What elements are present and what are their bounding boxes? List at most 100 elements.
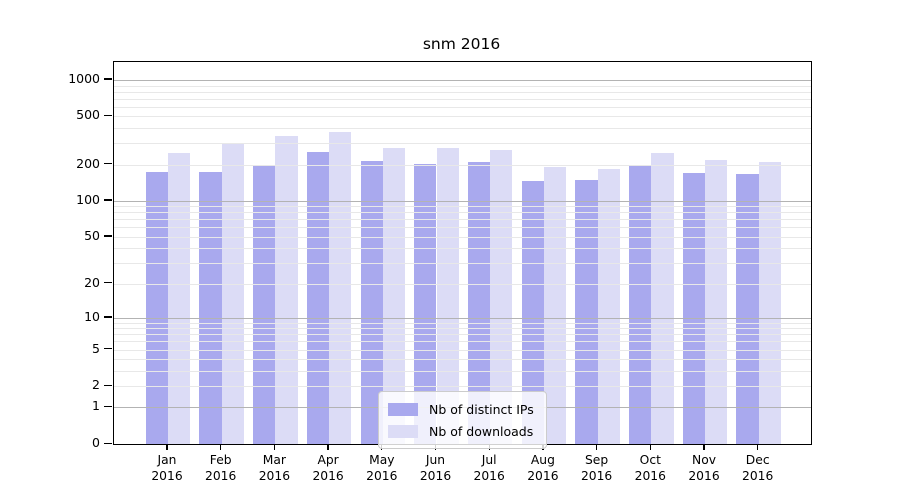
gridline-3 [114,370,811,372]
x-tick-label-feb: Feb 2016 [189,453,253,484]
x-tick-label-month: May [369,453,395,467]
x-tick-label-year: 2016 [151,468,183,483]
x-tick-label-month: Mar [262,453,286,467]
bar-nb-of-distinct-ips-jan [145,171,168,444]
x-tick-label-month: Sep [585,453,609,467]
x-tick-label-apr: Apr 2016 [296,453,360,484]
gridline-40 [114,248,811,250]
x-tick-label-mar: Mar 2016 [242,453,306,484]
bar-nb-of-distinct-ips-oct [629,166,652,444]
gridline-70 [114,219,811,221]
gridline-8 [114,328,811,330]
x-tick-label-oct: Oct 2016 [618,453,682,484]
x-tick-label-nov: Nov 2016 [672,453,736,484]
y-tick-label-10: 10 [84,308,100,324]
gridline-90 [114,206,811,208]
x-tick-mark-feb [220,445,222,450]
gridline-200 [114,164,811,166]
bar-nb-of-distinct-ips-aug [521,181,544,444]
gridline-1000 [114,79,811,81]
x-tick-label-month: Nov [692,453,716,467]
chart-title: snm 2016 [422,35,501,53]
x-tick-mark-apr [327,445,329,450]
bar-nb-of-downloads-may [382,147,406,444]
x-tick-label-year: 2016 [580,468,613,483]
y-tick-label-5: 5 [92,340,100,356]
x-tick-mark-sep [595,445,598,450]
x-tick-label-jan: Jan 2016 [135,453,199,484]
legend-swatch-nb-of-downloads [388,424,418,438]
x-tick-label-month: Apr [317,453,339,467]
y-tick-mark-1 [104,405,112,408]
bar-nb-of-downloads-jun [436,147,459,444]
gridline-10 [114,317,811,319]
gridline-7 [114,334,811,336]
x-tick-label-jul: Jul 2016 [457,453,521,484]
y-tick-label-1: 1 [92,398,100,414]
x-tick-label-month: Jan [157,453,177,467]
gridline-9 [114,322,811,324]
gridline-100 [114,200,811,202]
x-tick-label-sep: Sep 2016 [565,453,629,484]
x-tick-label-month: Aug [530,453,555,467]
gridline-500 [114,116,811,118]
y-tick-mark-200 [104,163,112,165]
legend-swatch-nb-of-distinct-ips [388,402,418,416]
bar-nb-of-distinct-ips-jul [467,161,491,444]
y-tick-mark-0 [104,442,112,444]
legend: Nb of distinct IPs Nb of downloads [378,391,547,449]
y-tick-label-50: 50 [84,227,100,243]
x-tick-label-year: 2016 [527,468,559,483]
x-tick-label-month: Jun [425,453,446,467]
legend-row-nb-of-distinct-ips: Nb of distinct IPs [388,398,534,420]
bar-nb-of-distinct-ips-jun [414,163,437,444]
x-tick-label-month: Dec [745,453,770,467]
gridline-4 [114,359,811,361]
x-tick-label-year: 2016 [634,468,666,483]
x-tick-label-month: Feb [209,453,232,467]
gridline-700 [114,98,811,100]
y-tick-label-1000: 1000 [68,70,100,86]
bar-nb-of-distinct-ips-dec [736,173,759,444]
bar-nb-of-distinct-ips-nov [682,173,705,444]
plot-area: Nb of distinct IPs Nb of downloads [113,61,812,449]
x-tick-label-dec: Dec 2016 [726,453,790,484]
legend-row-nb-of-downloads: Nb of downloads [388,420,534,442]
gridline-20 [114,283,811,285]
bar-nb-of-downloads-nov [705,159,728,444]
gridline-30 [114,263,811,265]
gridline-900 [114,85,811,87]
x-tick-label-year: 2016 [366,468,398,483]
y-tick-label-0: 0 [92,435,100,450]
gridline-2 [114,386,811,388]
gridline-600 [114,106,811,108]
y-tick-mark-20 [104,282,112,284]
y-tick-label-2: 2 [92,377,100,393]
x-tick-mark-nov [703,445,705,450]
legend-label-nb-of-distinct-ips: Nb of distinct IPs [429,401,534,417]
y-tick-label-500: 500 [76,107,100,123]
bar-nb-of-downloads-dec [758,162,781,444]
y-tick-mark-100 [104,199,112,201]
bar-nb-of-downloads-aug [543,167,567,444]
grid-layer [114,62,811,444]
x-tick-label-year: 2016 [473,468,505,483]
bar-nb-of-downloads-jul [490,149,513,444]
gridline-6 [114,341,811,343]
gridline-80 [114,212,811,214]
x-tick-mark-oct [649,445,651,450]
bar-nb-of-downloads-sep [597,169,620,444]
y-tick-label-200: 200 [76,155,100,171]
bar-nb-of-distinct-ips-feb [199,171,222,444]
bar-nb-of-distinct-ips-sep [575,179,598,444]
y-tick-label-100: 100 [76,191,100,207]
x-tick-label-aug: Aug 2016 [511,453,575,484]
x-tick-mark-jan [166,445,168,450]
x-tick-label-year: 2016 [688,468,720,483]
x-tick-label-month: Jul [481,453,497,467]
x-tick-label-year: 2016 [419,468,452,483]
x-tick-label-year: 2016 [742,468,774,483]
gridline-50 [114,236,811,238]
y-tick-mark-1000 [104,78,112,80]
